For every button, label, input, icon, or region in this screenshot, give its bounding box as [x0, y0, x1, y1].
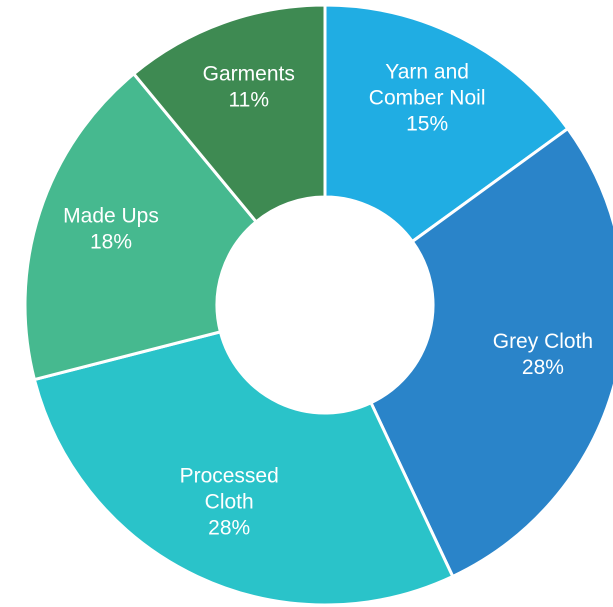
slice-value-label: 28% — [208, 517, 250, 540]
slice-value-label: 18% — [90, 230, 132, 253]
donut-slice — [368, 126, 613, 579]
donut-slice — [23, 71, 259, 382]
slice-value-label: 15% — [406, 113, 448, 136]
donut-slice — [323, 3, 570, 244]
donut-slice — [32, 330, 455, 607]
slice-label-line: Comber Noil — [369, 87, 486, 110]
slice-label-line: Garments — [203, 62, 295, 85]
slice-value-label: 28% — [522, 356, 564, 379]
slice-value-label: 11% — [229, 88, 269, 111]
slice-label: Processed Cloth — [180, 465, 279, 514]
slice-label-line: Yarn and — [385, 61, 469, 84]
slice-label: Yarn and Comber Noil — [369, 61, 486, 110]
slice-label-line: Made Ups — [63, 204, 159, 227]
slice-label-line: Processed — [180, 465, 279, 488]
slice-label-line: Grey Cloth — [493, 330, 593, 353]
slice-label: Made Ups — [63, 204, 159, 227]
slice-label: Grey Cloth — [493, 330, 593, 353]
slice-label: Garments — [203, 62, 295, 85]
slice-label-line: Cloth — [205, 491, 254, 514]
donut-slice — [131, 3, 327, 224]
